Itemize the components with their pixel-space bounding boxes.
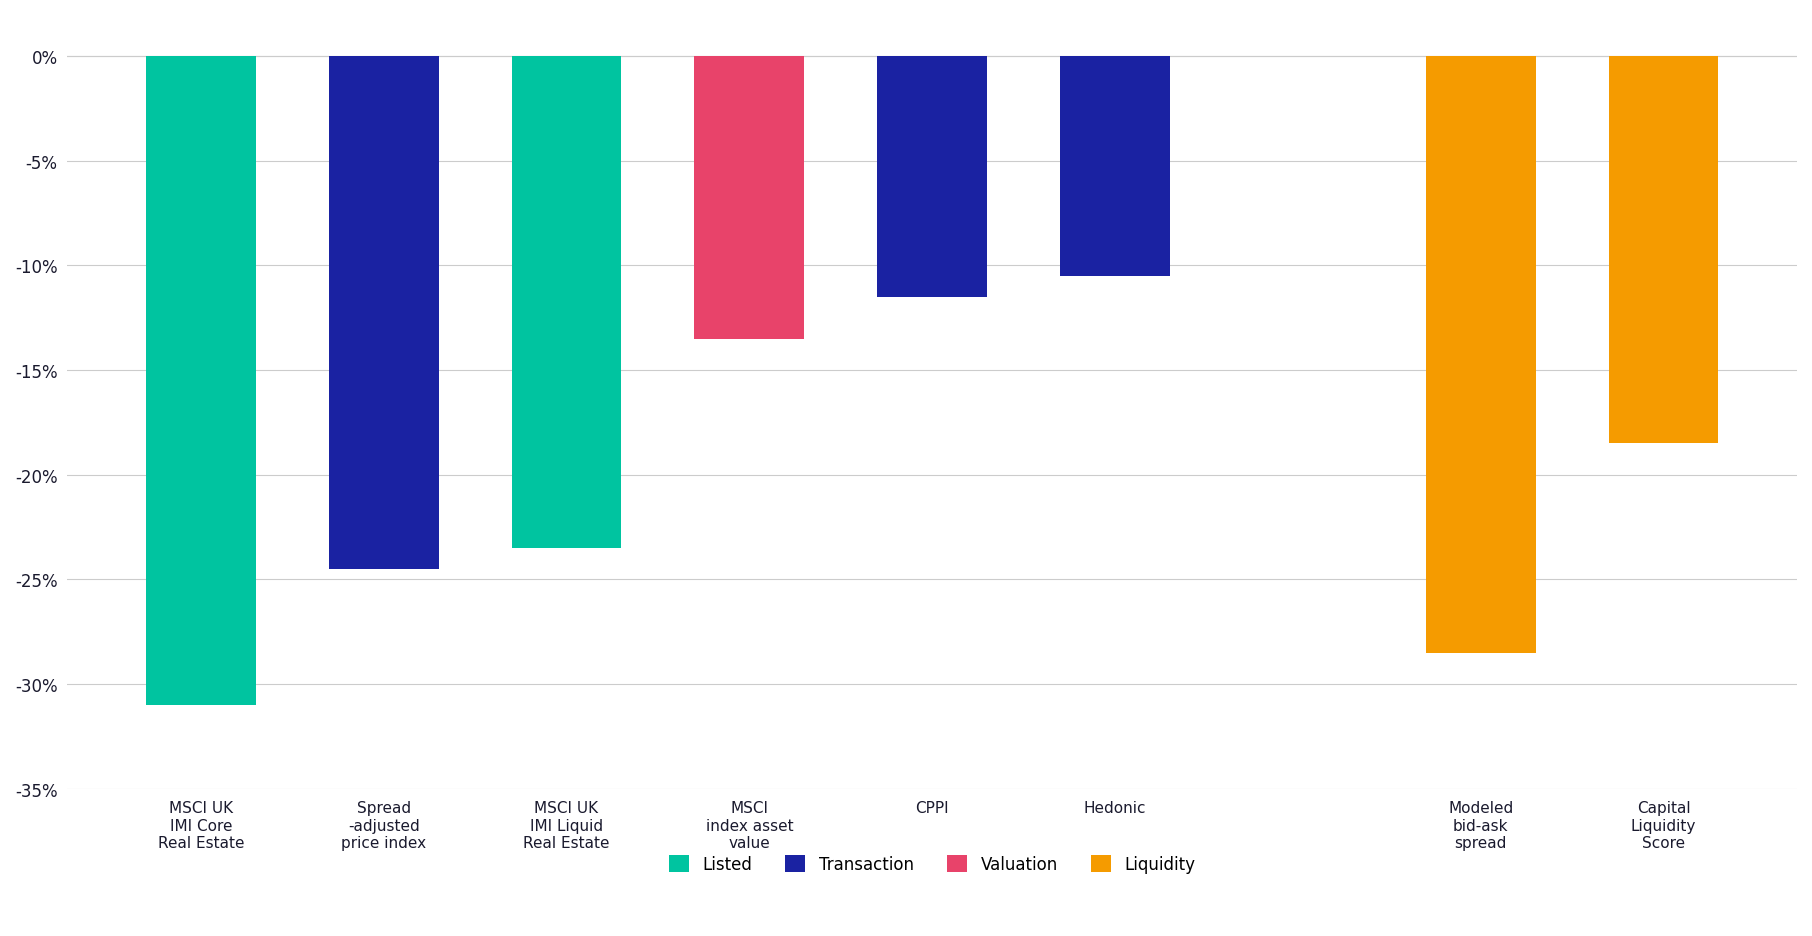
Legend: Listed, Transaction, Valuation, Liquidity: Listed, Transaction, Valuation, Liquidit…	[661, 846, 1203, 881]
Bar	[1060, 57, 1171, 276]
Bar	[694, 57, 805, 339]
Bar	[147, 57, 255, 705]
Bar	[1609, 57, 1718, 444]
Bar	[877, 57, 988, 298]
Bar	[328, 57, 439, 569]
Bar	[511, 57, 622, 548]
Bar	[1426, 57, 1535, 653]
